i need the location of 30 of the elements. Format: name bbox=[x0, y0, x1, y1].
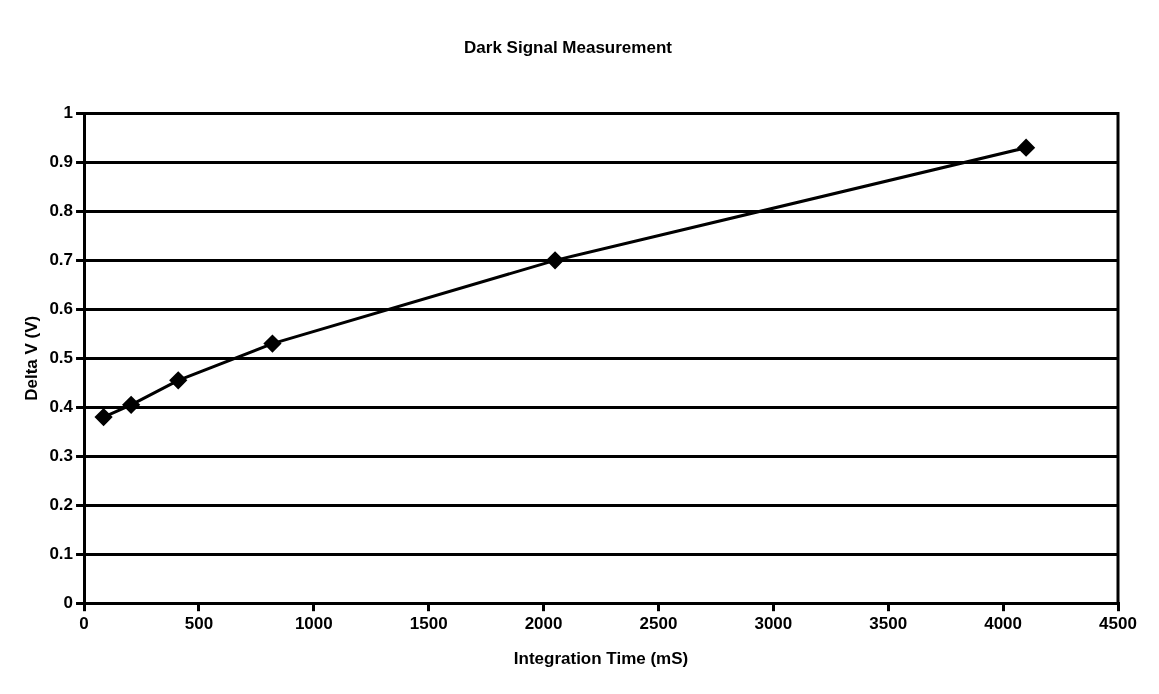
chart-title: Dark Signal Measurement bbox=[464, 37, 673, 57]
point bbox=[263, 335, 281, 353]
point bbox=[169, 371, 187, 389]
x-tick-label: 3500 bbox=[869, 614, 908, 634]
point bbox=[546, 251, 564, 269]
y-tick-label: 0.6 bbox=[49, 299, 74, 319]
x-axis-title: Integration Time (mS) bbox=[513, 649, 689, 669]
y-tick-label: 0.1 bbox=[49, 543, 74, 563]
y-tick-label: 0.4 bbox=[49, 396, 74, 416]
x-tick-label: 2000 bbox=[524, 614, 563, 634]
y-axis-title: Delta V (V) bbox=[21, 315, 41, 401]
y-tick-label: 0.7 bbox=[49, 250, 74, 270]
x-tick-label: 1000 bbox=[294, 614, 333, 634]
x-tick-label: 0 bbox=[79, 614, 89, 634]
x-tick-label: 3000 bbox=[754, 614, 793, 634]
x-tick-label: 4500 bbox=[1099, 614, 1137, 634]
y-tick-label: 0.5 bbox=[49, 347, 74, 367]
y-tick-label: 0.8 bbox=[49, 201, 74, 221]
y-tick-label: 0.3 bbox=[49, 445, 74, 465]
x-tick-label: 1500 bbox=[409, 614, 448, 634]
y-tick-label: 0.2 bbox=[49, 494, 74, 514]
y-tick-label: 0 bbox=[63, 592, 74, 612]
y-tick-label: 0.9 bbox=[49, 152, 74, 172]
x-tick-label: 4000 bbox=[984, 614, 1023, 634]
x-tick-label: 2500 bbox=[639, 614, 678, 634]
x-tick-label: 500 bbox=[184, 614, 214, 634]
point bbox=[95, 408, 113, 426]
point bbox=[122, 396, 140, 414]
y-tick-label: 1 bbox=[63, 103, 74, 123]
point bbox=[1017, 139, 1035, 157]
